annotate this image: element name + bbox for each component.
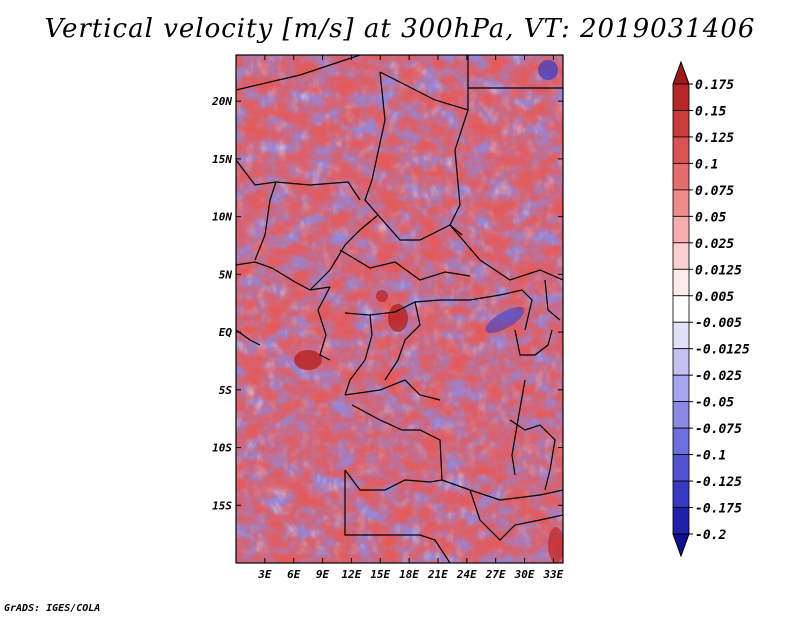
colorbar-label: 0.05 [695, 210, 726, 225]
colorbar-swatch [672, 321, 690, 350]
lon-tick-label: 30E [514, 568, 535, 581]
colorbar: 0.175 0.15 0.125 0.1 0.075 0.05 0.025 0.0125 0.0… [672, 60, 750, 558]
lon-tick-label: 6E [287, 568, 301, 581]
colorbar-label: -0.05 [695, 396, 734, 411]
colorbar-label: 0.0125 [695, 263, 742, 278]
colorbar-swatch [672, 374, 690, 403]
colorbar-label: -0.125 [695, 475, 742, 490]
colorbar-swatch [672, 136, 690, 164]
colorbar-label: 0.075 [695, 184, 734, 199]
colorbar-arrow-min [672, 533, 690, 558]
colorbar-label: 0.025 [695, 237, 734, 252]
lon-tick-label: 15E [370, 568, 390, 581]
colorbar-swatch [672, 401, 690, 429]
colorbar-label: 0.15 [695, 104, 726, 119]
colorbar-swatch [672, 215, 690, 244]
colorbar-label: -0.075 [695, 422, 742, 437]
lon-tick-label: 33E [542, 568, 563, 581]
colorbar-label: -0.175 [695, 502, 742, 517]
map-title: Vertical velocity [m/s] at 300hPa, VT: 2… [44, 14, 756, 44]
colorbar-swatch [672, 83, 690, 111]
colorbar-label: -0.1 [695, 449, 726, 464]
vertical-velocity-field [236, 55, 563, 563]
grads-credit: GrADS: IGES/COLA [4, 603, 101, 614]
colorbar-swatch [672, 242, 690, 270]
colorbar-swatch [672, 189, 690, 217]
lon-tick-label: 3E [257, 568, 272, 581]
latitude-axis: 20N 15N 10N 5N EQ 5S 10S 15S [211, 95, 563, 512]
lat-tick-label: 5S [219, 384, 233, 397]
colorbar-label: -0.2 [695, 528, 726, 543]
colorbar-label: -0.005 [695, 316, 742, 331]
colorbar-swatch [672, 454, 690, 482]
lat-tick-label: 15N [212, 153, 232, 166]
colorbar-label: 0.1 [695, 157, 718, 172]
map-frame [235, 54, 564, 564]
colorbar-label: -0.025 [695, 369, 742, 384]
colorbar-swatch [672, 268, 690, 297]
country-borders [236, 55, 563, 563]
lon-tick-label: 9E [316, 568, 330, 581]
colorbar-swatch [672, 110, 690, 138]
colorbar-swatch [672, 163, 690, 191]
colorbar-swatch [672, 295, 690, 323]
colorbar-label: 0.005 [695, 290, 734, 305]
colorbar-swatch [672, 480, 690, 508]
lon-tick-label: 12E [341, 568, 361, 581]
lat-tick-label: 15S [212, 499, 232, 512]
lon-tick-label: 21E [427, 568, 448, 581]
lat-tick-label: 10S [212, 442, 232, 455]
colorbar-swatch [672, 507, 690, 535]
lat-tick-label: 10N [212, 211, 232, 224]
colorbar-label: 0.125 [695, 131, 734, 146]
lon-tick-label: 27E [485, 568, 506, 581]
lon-tick-label: 24E [456, 568, 477, 581]
colorbar-swatch [672, 348, 690, 376]
colorbar-label: 0.175 [695, 78, 734, 93]
colorbar-label: -0.0125 [695, 343, 750, 358]
longitude-axis: 3E 6E 9E 12E 15E 18E 21E 24E 27E 30E 33E [257, 55, 564, 581]
colorbar-arrow-max [672, 60, 690, 85]
lat-tick-label: 20N [211, 95, 232, 108]
lat-tick-label: 5N [219, 268, 233, 281]
colorbar-swatch [672, 427, 690, 455]
lat-tick-label: EQ [219, 326, 233, 339]
lon-tick-label: 18E [399, 568, 419, 581]
